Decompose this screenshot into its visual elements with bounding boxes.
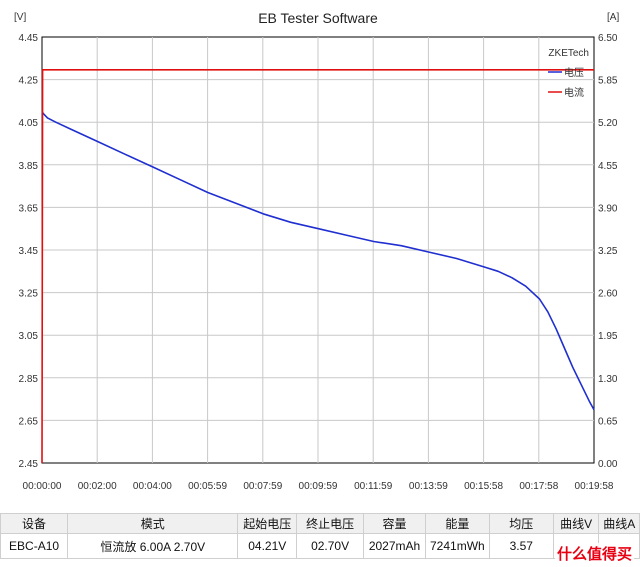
y-left-tick-label: 2.45	[19, 459, 39, 470]
y-left-tick-label: 3.25	[19, 289, 39, 300]
value-energy: 7241mWh	[424, 533, 490, 559]
value-start-voltage: 04.21V	[237, 533, 298, 559]
x-tick-label: 00:09:59	[299, 481, 338, 492]
info-header-row: 设备 模式 起始电压 终止电压 容量 能量 均压 曲线V 曲线A	[0, 513, 640, 534]
watermark-logo: 什么值得买	[554, 543, 634, 564]
header-capacity: 容量	[363, 513, 426, 534]
y-right-tick-label: 6.50	[598, 33, 618, 44]
header-device: 设备	[0, 513, 69, 534]
value-device: EBC-A10	[0, 533, 69, 559]
x-tick-label: 00:13:59	[409, 481, 448, 492]
x-tick-label: 00:02:00	[78, 481, 117, 492]
header-energy: 能量	[424, 513, 490, 534]
chart-title: EB Tester Software	[258, 10, 378, 26]
y-left-tick-label: 2.85	[19, 374, 39, 385]
x-tick-label: 00:00:00	[23, 481, 62, 492]
x-tick-label: 00:07:59	[243, 481, 282, 492]
series-lines	[41, 69, 595, 464]
y-right-tick-label: 1.95	[598, 331, 618, 342]
brand-label: ZKETech	[548, 48, 589, 59]
header-end-voltage: 终止电压	[296, 513, 365, 534]
x-tick-label: 00:15:58	[464, 481, 503, 492]
x-tick-label: 00:05:59	[188, 481, 227, 492]
header-curve-a[interactable]: 曲线A	[598, 513, 640, 534]
series-line-left	[41, 111, 595, 411]
value-capacity: 2027mAh	[363, 533, 426, 559]
y-left-tick-label: 3.05	[19, 331, 39, 342]
legend-label: 电压	[564, 66, 584, 79]
y-right-tick-label: 1.30	[598, 374, 618, 385]
y-right-ticks: 6.50 5.85 5.20 4.55 3.90 3.25 2.60 1.95 1.30 0.65…	[598, 33, 618, 470]
x-tick-label: 00:04:00	[133, 481, 172, 492]
header-start-voltage: 起始电压	[237, 513, 298, 534]
right-axis-unit: [A]	[607, 12, 619, 23]
header-curve-v[interactable]: 曲线V	[552, 513, 600, 534]
y-left-tick-label: 3.65	[19, 203, 39, 214]
info-value-row: EBC-A10 恒流放 6.00A 2.70V 04.21V 02.70V 20…	[0, 533, 640, 559]
y-right-tick-label: 3.25	[598, 246, 618, 257]
y-right-tick-label: 3.90	[598, 203, 618, 214]
y-right-tick-label: 4.55	[598, 161, 618, 172]
y-left-ticks: 4.45 4.25 4.05 3.85 3.65 3.45 3.25 3.05 2.85 2.65…	[19, 33, 39, 470]
y-left-tick-label: 3.85	[19, 161, 39, 172]
header-avg-voltage: 均压	[488, 513, 554, 534]
info-table: 设备 模式 起始电压 终止电压 容量 能量 均压 曲线V 曲线A EBC-A10…	[0, 513, 640, 567]
discharge-chart: EB Tester Software [V] [A] ZKETech 4.454…	[14, 10, 619, 492]
y-left-tick-label: 3.45	[19, 246, 39, 257]
y-left-tick-label: 4.25	[19, 76, 39, 87]
y-left-tick-label: 4.45	[19, 33, 39, 44]
y-left-tick-label: 2.65	[19, 416, 39, 427]
left-axis-unit: [V]	[14, 12, 26, 23]
y-right-tick-label: 0.00	[598, 459, 618, 470]
value-mode: 恒流放 6.00A 2.70V	[67, 533, 239, 559]
x-ticks: 00:00:00 00:02:00 00:04:00 00:05:59 00:07:59…	[23, 481, 614, 492]
value-avg-voltage: 3.57	[488, 533, 554, 559]
y-left-tick-label: 4.05	[19, 118, 39, 129]
value-end-voltage: 02.70V	[296, 533, 365, 559]
y-right-tick-label: 2.60	[598, 289, 618, 300]
x-tick-label: 00:17:58	[519, 481, 558, 492]
grid	[42, 37, 594, 463]
y-right-tick-label: 0.65	[598, 416, 618, 427]
header-mode: 模式	[67, 513, 239, 534]
x-tick-label: 00:11:59	[354, 481, 393, 492]
y-right-tick-label: 5.85	[598, 76, 618, 87]
x-tick-label: 00:19:58	[575, 481, 614, 492]
y-right-tick-label: 5.20	[598, 118, 618, 129]
legend-label: 电流	[564, 86, 584, 99]
series-line-right	[41, 69, 594, 464]
